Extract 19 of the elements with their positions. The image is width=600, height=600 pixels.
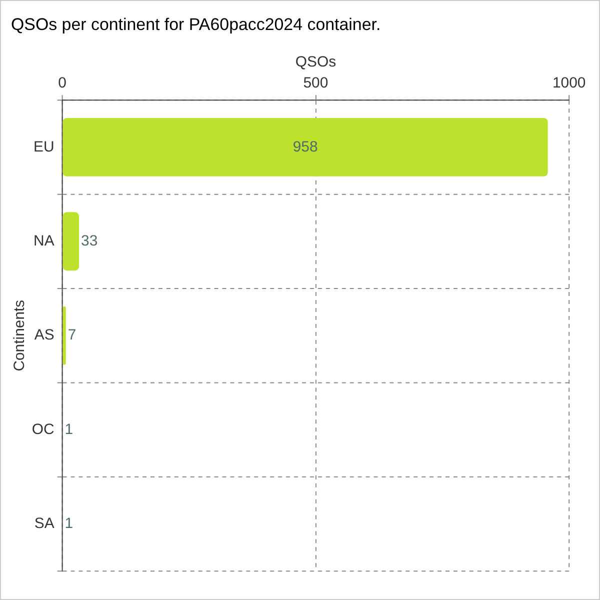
y-axis-title: Continents [11, 300, 28, 372]
y-tick-label: SA [34, 515, 54, 532]
bar [62, 306, 66, 365]
x-tick-label: 500 [303, 74, 328, 92]
y-tick-label: AS [34, 326, 54, 344]
y-tick-label: NA [34, 232, 54, 250]
chart-title: QSOs per continent for PA60pacc2024 container. [10, 14, 381, 34]
data-label: 1 [64, 515, 74, 532]
x-axis-title: QSOs [295, 53, 336, 70]
x-tick-label: 0 [58, 74, 66, 92]
y-tick-label: EU [34, 138, 54, 156]
x-tick-label: 1000 [552, 74, 586, 92]
bar [62, 118, 548, 176]
data-label: 1 [64, 420, 74, 438]
data-label: 7 [68, 326, 76, 344]
bar [62, 212, 80, 271]
data-label: 958 [292, 138, 318, 156]
data-label: 33 [81, 232, 98, 250]
y-tick-label: OC [32, 420, 55, 438]
